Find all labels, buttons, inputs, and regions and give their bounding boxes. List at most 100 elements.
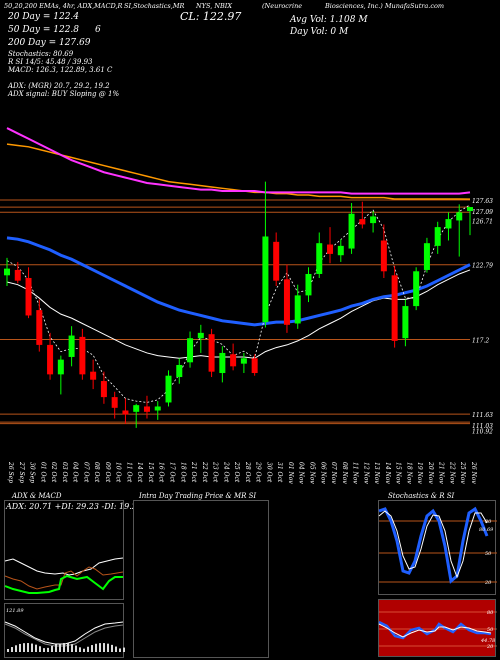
candle-body: [100, 381, 107, 398]
candle-body: [122, 410, 129, 415]
ema-magenta-line: [6, 127, 471, 195]
x-tick-label: 14 Nov: [384, 462, 391, 484]
x-tick-label: 29 Oct: [255, 461, 262, 483]
candle-body: [391, 275, 398, 341]
x-tick-label: 14 Oct: [136, 462, 143, 483]
intraday-panel: [133, 500, 269, 658]
rsi-readout: R SI 14/5: 45.48 / 39.93: [8, 58, 93, 66]
price-level-label: 117.2: [472, 338, 489, 345]
stochastics-readout: Stochastics: 80.69: [8, 50, 74, 58]
macd-histogram-bar: [103, 643, 105, 652]
macd-histogram-bar: [111, 644, 113, 652]
price-level-label: 111.63: [472, 412, 493, 419]
price-level-label: 110.92: [472, 429, 493, 436]
candle-body: [337, 245, 344, 256]
day-volume: Day Vol: 0 M: [290, 27, 349, 37]
macd-histogram-bar: [47, 647, 49, 652]
candle-body: [305, 273, 312, 296]
ema200-label: 200 Day = 127.69: [8, 38, 91, 48]
rsi-value-label: 44.78: [480, 638, 495, 644]
candle-body: [251, 358, 258, 374]
rsi-line: [378, 620, 492, 640]
stoch-level-label: 50: [485, 551, 492, 557]
ema20-label: 20 Day = 122.4: [8, 12, 80, 22]
macd-histogram-bar: [39, 646, 41, 652]
plus-di-line: [4, 574, 123, 594]
candle-body: [154, 406, 161, 411]
ema50-label: 50 Day = 122.8: [8, 25, 80, 35]
macd-histogram-bar: [55, 644, 57, 652]
stochastics-lines: 80 50 20 80.69: [378, 506, 497, 586]
x-tick-label: 17 Oct: [169, 462, 176, 483]
macd-histogram-bar: [71, 644, 73, 652]
macd-histogram-bar: [31, 643, 33, 652]
candle-body: [36, 310, 43, 345]
macd-histogram-bar: [27, 643, 29, 652]
x-tick-label: 01 Oct: [39, 462, 46, 483]
candle-body: [370, 216, 377, 224]
price-level-label: 127.63: [472, 198, 493, 205]
price-chart: 127.63 127.09 126.71 122.79 117.2 111.63 111.0…: [0, 127, 493, 484]
macd-histogram-bar: [107, 643, 109, 652]
x-tick-label: 27 Sep: [18, 461, 25, 483]
ema50-extra: 6: [95, 25, 101, 35]
macd-histogram-bar: [7, 649, 9, 652]
x-tick-label: 28 Oct: [244, 461, 251, 483]
stoch-d-line: [378, 510, 488, 579]
intraday-panel-title: Intra Day Trading Price & MR SI: [139, 492, 257, 500]
ema50-line: [6, 236, 471, 327]
candle-body: [348, 213, 355, 249]
macd-readout: MACD: 126.3, 122.89, 3.61 C: [8, 66, 113, 74]
x-tick-label: 08 Oct: [93, 462, 100, 483]
x-tick-label: 13 Nov: [373, 462, 380, 484]
macd-panel: 121.89: [4, 603, 125, 658]
rsi-signal-line: [378, 623, 492, 638]
x-tick-label: 21 Nov: [438, 461, 445, 484]
candle-body: [434, 227, 441, 246]
x-tick-label: 11 Oct: [125, 462, 132, 483]
candle-body: [294, 295, 301, 324]
header-line1-c: NYS, NBIX: [196, 2, 232, 10]
macd-histogram-bar: [59, 643, 61, 652]
x-tick-label: 10 Oct: [115, 462, 122, 483]
x-tick-label: 22 Oct: [201, 461, 208, 483]
macd-histogram-bar: [15, 645, 17, 652]
stoch-panel: 80 50 20 80.69: [378, 500, 497, 595]
header-line1-b: SI,Stochastics,MR: [124, 2, 185, 10]
adx-panel-readout: ADX: 20.71 +DI: 29.23 -DI: 19.2: [6, 502, 137, 511]
price-dotted-line: [6, 204, 471, 403]
x-tick-label: 18 Nov: [405, 462, 412, 484]
candle-body: [111, 397, 118, 408]
ema20-line: [6, 269, 471, 359]
candle-body: [4, 268, 10, 276]
candle-body: [402, 306, 409, 339]
candle-body: [25, 277, 32, 316]
macd-histogram-bar: [123, 647, 125, 652]
adx-line: [4, 557, 124, 576]
header-line1-e: Biosciences, Inc.) MunafaSutra.com: [325, 2, 445, 10]
macd-histogram-bar: [95, 643, 97, 652]
x-tick-label: 19 Nov: [416, 462, 423, 484]
candle-body: [197, 332, 204, 339]
header-line1-d: (Neurocrine: [262, 2, 303, 10]
candle-body: [380, 240, 387, 272]
candle-body: [57, 359, 64, 375]
price-level-label: 127.09: [472, 209, 493, 216]
macd-histogram-bar: [91, 645, 93, 652]
x-tick-label: 18 Oct: [179, 462, 186, 483]
rsi-level-label: 50: [487, 627, 494, 633]
x-tick-label: 30 Oct: [265, 462, 272, 483]
macd-histogram-bar: [83, 648, 85, 652]
x-tick-label: 15 Oct: [147, 462, 154, 483]
adx-panel-title: ADX & MACD: [12, 492, 62, 500]
x-tick-label: 05 Nov: [308, 462, 315, 484]
macd-histogram-bar: [67, 643, 69, 652]
x-tick-label: 23 Oct: [212, 461, 219, 483]
macd-histogram-bar: [51, 645, 53, 652]
rsi-level-label: 80: [487, 610, 494, 616]
candle-body: [219, 352, 226, 374]
candle-body: [240, 358, 247, 364]
macd-signal-line: [4, 623, 124, 647]
macd-histogram-bar: [87, 646, 89, 652]
candle-body: [327, 244, 334, 254]
